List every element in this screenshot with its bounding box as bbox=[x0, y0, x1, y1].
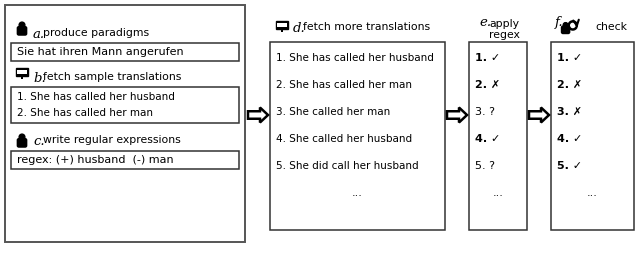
Text: 1. ✓: 1. ✓ bbox=[475, 53, 500, 63]
Text: 1. She has called her husband: 1. She has called her husband bbox=[17, 92, 175, 102]
Bar bbox=[21, 76, 23, 79]
Bar bbox=[5, 5, 245, 242]
Text: produce paradigms: produce paradigms bbox=[43, 28, 149, 38]
Text: apply: apply bbox=[489, 19, 519, 29]
Text: f.: f. bbox=[555, 16, 564, 29]
Text: d.: d. bbox=[293, 22, 306, 35]
Text: 1. She has called her husband: 1. She has called her husband bbox=[276, 53, 434, 63]
Circle shape bbox=[563, 23, 568, 27]
Bar bbox=[469, 42, 527, 230]
Bar bbox=[281, 29, 283, 31]
Text: 1. ✓: 1. ✓ bbox=[557, 53, 582, 63]
Text: 2. She has called her man: 2. She has called her man bbox=[276, 80, 412, 90]
Bar bbox=[17, 68, 28, 76]
Text: 3. ?: 3. ? bbox=[475, 107, 495, 117]
Text: 2. ✗: 2. ✗ bbox=[557, 80, 582, 90]
Text: ...: ... bbox=[587, 188, 598, 198]
Text: 3. ✗: 3. ✗ bbox=[557, 107, 582, 117]
Text: 2. She has called her man: 2. She has called her man bbox=[17, 108, 153, 118]
Text: ...: ... bbox=[493, 188, 504, 198]
Text: 3. She called her man: 3. She called her man bbox=[276, 107, 390, 117]
Text: a.: a. bbox=[33, 28, 45, 41]
Bar bbox=[270, 42, 445, 230]
Text: 5. ✓: 5. ✓ bbox=[557, 161, 582, 171]
FancyBboxPatch shape bbox=[561, 26, 570, 34]
FancyBboxPatch shape bbox=[17, 139, 27, 147]
Text: regex: regex bbox=[489, 30, 520, 40]
Text: 2. ✗: 2. ✗ bbox=[475, 80, 500, 90]
Bar bbox=[279, 31, 285, 32]
Bar bbox=[11, 87, 239, 123]
Text: 5. ?: 5. ? bbox=[475, 161, 495, 171]
Circle shape bbox=[19, 22, 25, 28]
Text: 4. ✓: 4. ✓ bbox=[557, 134, 582, 144]
Text: fetch sample translations: fetch sample translations bbox=[43, 72, 181, 82]
Text: write regular expressions: write regular expressions bbox=[43, 135, 180, 145]
Text: b.: b. bbox=[33, 72, 45, 85]
Text: 4. ✓: 4. ✓ bbox=[475, 134, 500, 144]
Text: Sie hat ihren Mann angerufen: Sie hat ihren Mann angerufen bbox=[17, 47, 184, 57]
Polygon shape bbox=[248, 107, 268, 123]
Text: c.: c. bbox=[33, 135, 45, 148]
Bar bbox=[551, 42, 634, 230]
Text: e.: e. bbox=[479, 16, 491, 29]
Text: 4. She called her husband: 4. She called her husband bbox=[276, 134, 412, 144]
Text: check: check bbox=[595, 22, 627, 32]
Text: regex: (+) husband  (-) man: regex: (+) husband (-) man bbox=[17, 155, 173, 165]
Bar bbox=[11, 151, 239, 169]
Circle shape bbox=[19, 134, 25, 140]
Polygon shape bbox=[529, 107, 549, 123]
Text: 5. She did call her husband: 5. She did call her husband bbox=[276, 161, 419, 171]
Bar bbox=[17, 70, 27, 74]
Text: ...: ... bbox=[352, 188, 363, 198]
Bar bbox=[276, 21, 287, 29]
Bar bbox=[277, 23, 287, 28]
Text: fetch more translations: fetch more translations bbox=[303, 22, 430, 32]
FancyBboxPatch shape bbox=[17, 27, 27, 35]
Bar bbox=[11, 43, 239, 61]
Polygon shape bbox=[447, 107, 467, 123]
